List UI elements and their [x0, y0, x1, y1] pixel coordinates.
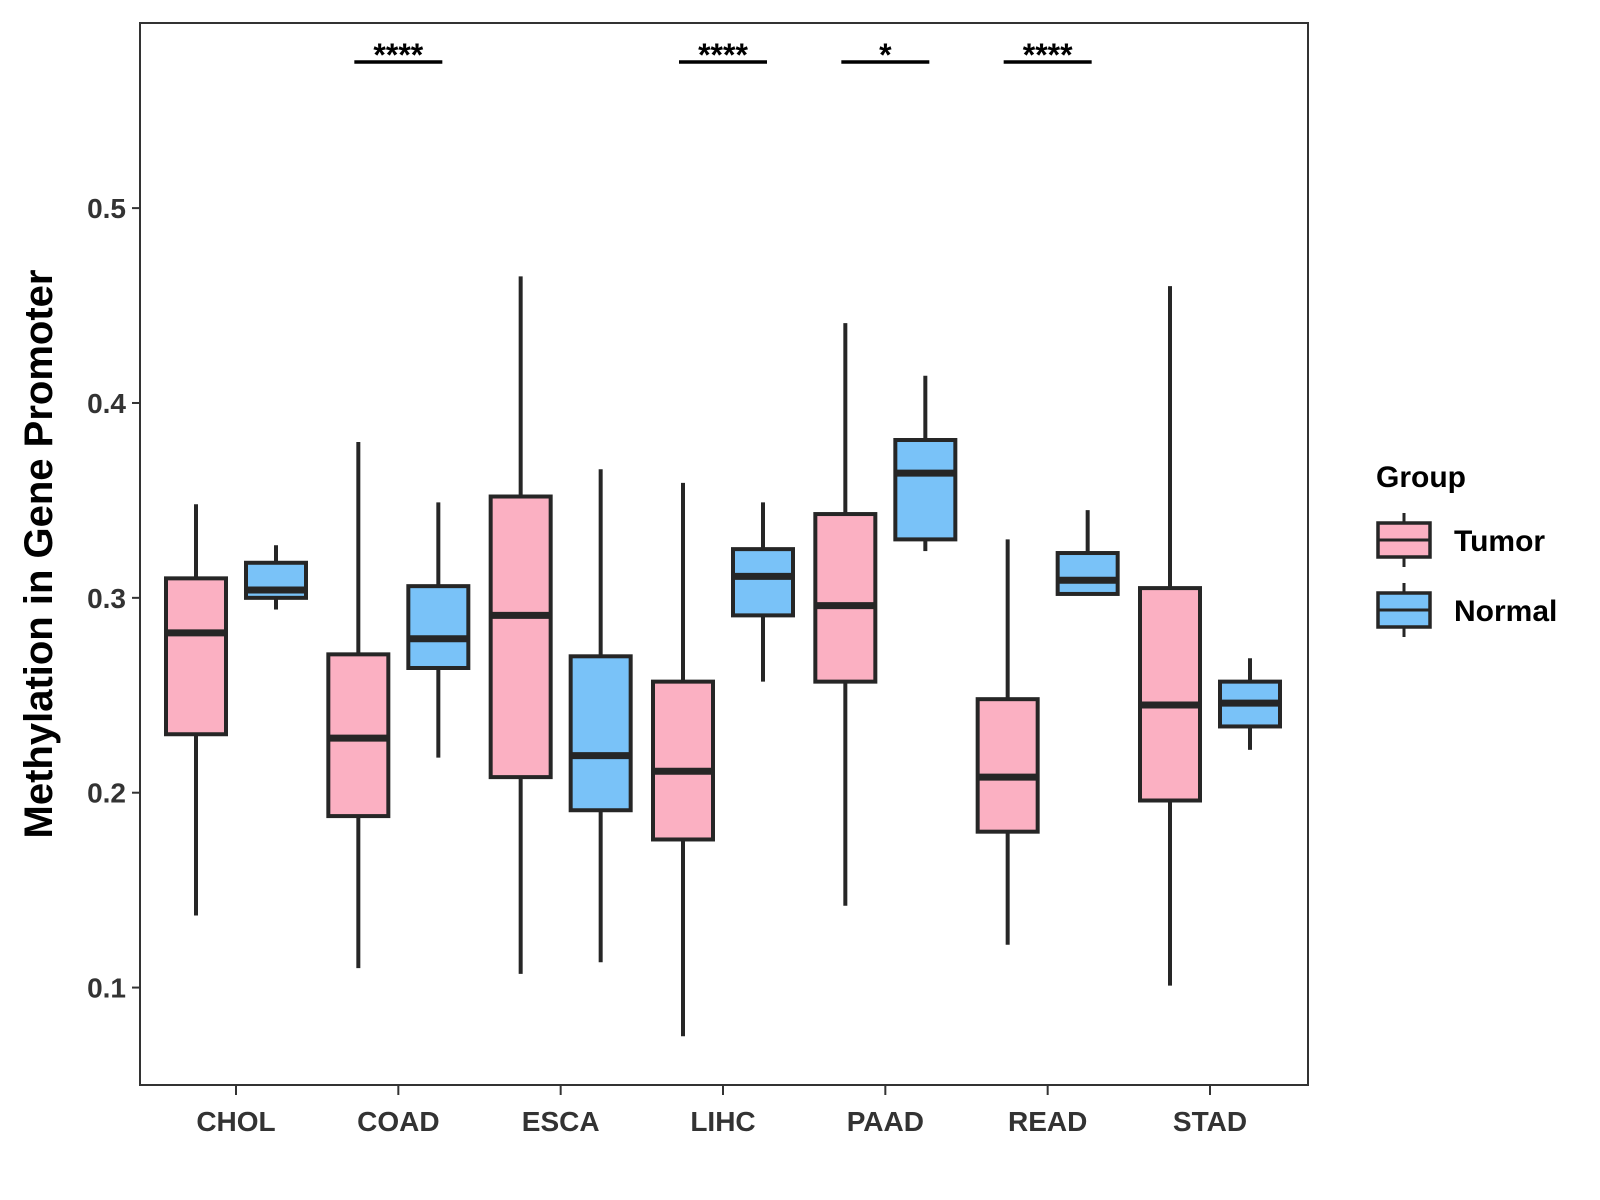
- box-tumor-paad: [813, 323, 878, 906]
- x-tick-label-paad: PAAD: [847, 1106, 924, 1137]
- legend-title: Group: [1376, 461, 1466, 494]
- significance-label-coad: ****: [373, 37, 423, 73]
- boxes-layer: [164, 276, 1282, 1037]
- x-tick-label-coad: COAD: [357, 1106, 439, 1137]
- legend: Group Tumor Normal: [1376, 461, 1557, 637]
- legend-entry-normal: Normal: [1376, 583, 1557, 637]
- significance-layer: **** **** * ****: [354, 37, 1092, 73]
- box-normal-esca: [568, 469, 633, 963]
- x-tick-label-stad: STAD: [1173, 1106, 1247, 1137]
- box-tumor-chol: [164, 504, 228, 916]
- box-body-tumor-paad: [813, 512, 878, 684]
- box-normal-chol: [244, 545, 308, 610]
- plot-background: [140, 23, 1308, 1085]
- y-axis: 0.1 0.2 0.3 0.4 0.5: [87, 193, 140, 1004]
- box-body-tumor-lihc: [651, 679, 715, 842]
- y-tick-label-0.4: 0.4: [87, 388, 126, 419]
- box-body-tumor-read: [975, 697, 1040, 834]
- y-tick-label-0.1: 0.1: [87, 973, 126, 1004]
- box-tumor-coad: [326, 441, 391, 969]
- y-tick-label-0.2: 0.2: [87, 778, 126, 809]
- y-axis-title: Methylation in Gene Promoter: [17, 270, 61, 839]
- box-normal-stad: [1218, 658, 1282, 750]
- box-normal-lihc: [731, 502, 795, 682]
- x-tick-label-chol: CHOL: [196, 1106, 275, 1137]
- legend-label-tumor: Tumor: [1454, 525, 1545, 558]
- box-body-normal-coad: [406, 584, 471, 670]
- box-body-tumor-stad: [1138, 586, 1202, 803]
- significance-label-read: ****: [1023, 37, 1073, 73]
- legend-label-normal: Normal: [1454, 595, 1557, 628]
- box-body-normal-lihc: [731, 547, 795, 618]
- box-normal-coad: [406, 502, 471, 758]
- box-tumor-stad: [1138, 286, 1202, 986]
- significance-label-paad: *: [879, 37, 892, 73]
- y-tick-label-0.3: 0.3: [87, 583, 126, 614]
- box-normal-paad: [893, 375, 958, 552]
- box-body-normal-read: [1055, 551, 1120, 596]
- box-normal-read: [1055, 510, 1120, 596]
- y-tick-label-0.5: 0.5: [87, 193, 126, 224]
- box-tumor-lihc: [651, 482, 715, 1037]
- box-tumor-esca: [488, 276, 553, 974]
- legend-entry-tumor: Tumor: [1376, 513, 1545, 567]
- x-tick-label-lihc: LIHC: [690, 1106, 755, 1137]
- box-body-normal-esca: [568, 654, 633, 813]
- box-body-tumor-esca: [488, 494, 553, 780]
- x-axis: CHOL COAD ESCA LIHC PAAD READ STAD: [196, 1085, 1247, 1137]
- x-tick-label-read: READ: [1008, 1106, 1087, 1137]
- significance-label-lihc: ****: [698, 37, 748, 73]
- box-tumor-read: [975, 539, 1040, 945]
- box-body-normal-paad: [893, 438, 958, 542]
- x-tick-label-esca: ESCA: [522, 1106, 600, 1137]
- box-body-tumor-chol: [164, 576, 228, 737]
